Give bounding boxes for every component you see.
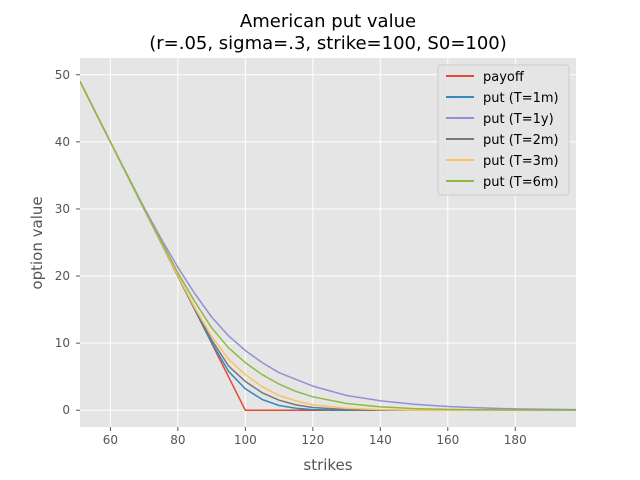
legend-entry-label: put (T=1m)	[483, 91, 559, 106]
x-tick-label: 80	[170, 433, 185, 447]
series-line-3	[80, 81, 576, 411]
series-line-5	[80, 81, 576, 411]
legend-entry-label: put (T=2m)	[483, 133, 559, 148]
y-tick-label: 30	[55, 202, 70, 216]
y-tick-label: 0	[62, 403, 70, 417]
x-tick-label: 60	[103, 433, 118, 447]
x-tick-label: 100	[234, 433, 257, 447]
y-tick-label: 40	[55, 135, 70, 149]
x-tick-label: 140	[369, 433, 392, 447]
x-tick-label: 160	[436, 433, 459, 447]
legend-entry-label: put (T=3m)	[483, 154, 559, 169]
y-axis-label: option value	[28, 196, 46, 289]
legend: payoff put (T=1m) put (T=1y) put (T=2m) put …	[437, 64, 570, 196]
x-tick-label: 120	[301, 433, 324, 447]
y-tick-label: 50	[55, 68, 70, 82]
legend-entry-label: payoff	[483, 70, 525, 85]
series-line-6	[80, 81, 576, 411]
chart-subtitle: (r=.05, sigma=.3, strike=100, S0=100)	[149, 33, 507, 54]
x-tick-label: 180	[504, 433, 527, 447]
y-tick-label: 10	[55, 336, 70, 350]
series-lines	[80, 81, 576, 411]
legend-entry-label: put (T=1y)	[483, 112, 554, 127]
x-axis-label: strikes	[303, 456, 352, 474]
y-tick-label: 20	[55, 269, 70, 283]
legend-entry-label: put (T=6m)	[483, 175, 559, 190]
axis-ticks: 60 80 100 120 140 160 180 0 10 20 30 40 50	[55, 68, 527, 447]
chart-title: American put value	[240, 11, 416, 32]
